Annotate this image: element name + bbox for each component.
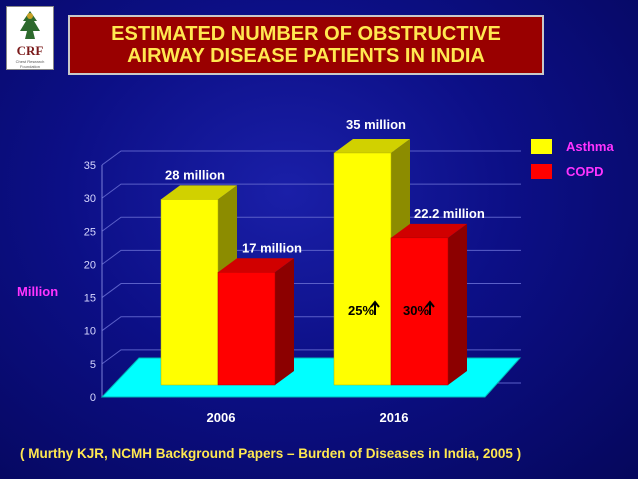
bar-top: [161, 185, 237, 200]
bar-asthma-2016: [333, 152, 392, 386]
chart-labels: 28 million 17 million 2006 35 million 22.2 m…: [165, 117, 485, 425]
gridline: [101, 150, 521, 166]
bar-top: [218, 258, 294, 273]
chart-legend: Asthma COPD: [531, 139, 614, 179]
bar-side: [275, 258, 294, 385]
y-tick-label: 35: [84, 160, 96, 172]
y-tick-label: 15: [84, 293, 96, 305]
y-tick-label: 0: [90, 392, 96, 404]
y-axis-ticks: 0 5 10 15 20 25 30 35: [84, 160, 96, 404]
up-arrow-icon: [425, 300, 435, 315]
bar-asthma-2006: [160, 199, 219, 386]
logo-subtext: Chest Research Foundation: [15, 59, 45, 69]
bar-copd-2016: [390, 237, 449, 386]
title-line-1: ESTIMATED NUMBER OF OBSTRUCTIVE: [111, 23, 501, 45]
growth-annotation: 30%: [403, 303, 429, 318]
title-line-2: AIRWAY DISEASE PATIENTS IN INDIA: [127, 45, 485, 67]
data-label: 28 million: [165, 167, 225, 182]
logo-text: CRF: [16, 43, 44, 58]
y-tick-label: 25: [84, 226, 96, 238]
chart-bars: [160, 138, 467, 386]
y-axis-label: Million: [17, 284, 58, 299]
data-label: 35 million: [346, 117, 406, 132]
y-tick-label: 10: [84, 326, 96, 338]
legend-swatch-asthma: [531, 139, 552, 154]
citation-footer: ( Murthy KJR, NCMH Background Papers – B…: [20, 446, 522, 461]
logo-emblem-icon: [20, 11, 40, 39]
growth-annotation: 25%: [348, 303, 374, 318]
x-tick-label: 2016: [380, 410, 409, 425]
y-tick-label: 5: [90, 359, 96, 371]
crf-logo: CRF Chest Research Foundation: [6, 6, 54, 70]
legend-label-copd: COPD: [566, 164, 604, 179]
page-title: ESTIMATED NUMBER OF OBSTRUCTIVE AIRWAY D…: [68, 15, 544, 75]
data-label: 22.2 million: [414, 206, 485, 221]
bar-side: [448, 223, 467, 385]
legend-swatch-copd: [531, 164, 552, 179]
bar-top: [334, 138, 410, 153]
gridline: [101, 183, 521, 199]
x-tick-label: 2006: [207, 410, 236, 425]
y-tick-label: 30: [84, 193, 96, 205]
legend-label-asthma: Asthma: [566, 139, 614, 154]
y-tick-label: 20: [84, 259, 96, 271]
up-arrow-icon: [370, 300, 380, 315]
bar-copd-2006: [217, 272, 276, 386]
data-label: 17 million: [242, 240, 302, 255]
bar-top: [391, 223, 467, 238]
